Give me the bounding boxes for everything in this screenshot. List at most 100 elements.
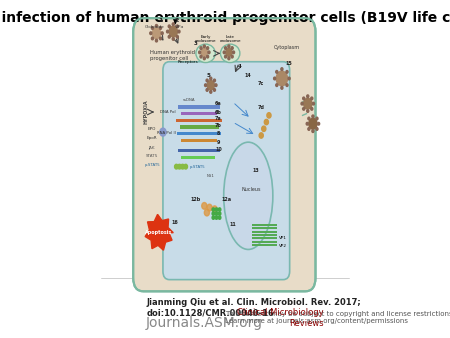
Circle shape — [150, 32, 152, 34]
Bar — [180, 125, 219, 129]
Circle shape — [203, 45, 205, 48]
Text: 11: 11 — [230, 222, 236, 227]
Circle shape — [204, 209, 210, 216]
Circle shape — [210, 91, 212, 93]
Text: Human erythroid
progenitor cell: Human erythroid progenitor cell — [150, 50, 195, 61]
Text: HYPOXIA: HYPOXIA — [144, 100, 149, 124]
Text: 2: 2 — [175, 18, 180, 23]
Text: Receptors: Receptors — [177, 61, 198, 65]
Text: RNA Pol II: RNA Pol II — [157, 131, 176, 135]
Circle shape — [262, 126, 266, 131]
Text: 12a: 12a — [221, 197, 231, 202]
Circle shape — [308, 117, 310, 120]
Circle shape — [168, 35, 170, 38]
Circle shape — [151, 27, 153, 29]
Text: p-STAT5: p-STAT5 — [190, 165, 206, 169]
Circle shape — [307, 95, 309, 98]
Text: 7b: 7b — [215, 123, 222, 128]
Text: Nucleus: Nucleus — [241, 187, 261, 192]
Bar — [179, 105, 220, 108]
Circle shape — [161, 32, 163, 34]
FancyBboxPatch shape — [133, 18, 315, 291]
Circle shape — [311, 107, 313, 110]
Circle shape — [184, 164, 188, 169]
Circle shape — [203, 57, 205, 60]
Circle shape — [210, 77, 212, 80]
Text: STAT5: STAT5 — [146, 154, 158, 158]
Circle shape — [316, 128, 318, 130]
Bar — [181, 155, 215, 159]
Circle shape — [160, 128, 166, 136]
Circle shape — [206, 89, 208, 91]
Circle shape — [312, 130, 314, 132]
Circle shape — [213, 89, 216, 91]
Circle shape — [281, 68, 283, 70]
Circle shape — [175, 164, 178, 169]
Text: 12b: 12b — [190, 197, 200, 202]
Circle shape — [207, 55, 209, 58]
Circle shape — [159, 37, 162, 40]
Text: 5: 5 — [206, 73, 210, 78]
Text: EPO: EPO — [148, 127, 156, 131]
Circle shape — [316, 117, 318, 120]
Circle shape — [286, 84, 288, 87]
Circle shape — [208, 51, 210, 54]
Circle shape — [178, 30, 180, 33]
Circle shape — [231, 55, 233, 58]
Text: Cytoplasm: Cytoplasm — [274, 45, 300, 50]
Circle shape — [153, 28, 161, 39]
Bar — [181, 112, 217, 115]
Circle shape — [166, 30, 169, 33]
Circle shape — [301, 102, 303, 105]
Circle shape — [212, 208, 215, 211]
Circle shape — [318, 122, 320, 125]
Circle shape — [198, 51, 201, 54]
Text: 8: 8 — [217, 131, 220, 137]
Bar — [252, 224, 277, 226]
Circle shape — [264, 119, 269, 125]
Text: Early
endosome: Early endosome — [195, 35, 216, 43]
Circle shape — [181, 164, 184, 169]
Circle shape — [274, 77, 276, 80]
Circle shape — [172, 23, 174, 26]
Circle shape — [225, 47, 227, 49]
Text: B19V infection of human erythroid progenitor cells (B19V life cycle).: B19V infection of human erythroid progen… — [0, 11, 450, 25]
Circle shape — [304, 98, 312, 109]
Circle shape — [159, 27, 162, 29]
Circle shape — [215, 208, 218, 211]
Text: 16: 16 — [171, 220, 178, 225]
Circle shape — [231, 47, 233, 49]
Ellipse shape — [224, 142, 273, 249]
Text: ssDNA: ssDNA — [182, 98, 195, 102]
Circle shape — [207, 80, 214, 90]
Polygon shape — [145, 214, 173, 250]
Circle shape — [169, 26, 177, 37]
Circle shape — [207, 204, 212, 211]
Circle shape — [259, 133, 263, 138]
Circle shape — [312, 102, 315, 105]
Circle shape — [228, 57, 230, 60]
Text: Clinical Microbiology
Reviews: Clinical Microbiology Reviews — [237, 308, 323, 328]
Text: JAK: JAK — [148, 146, 155, 150]
Circle shape — [307, 110, 309, 112]
Circle shape — [155, 25, 158, 27]
Text: 1: 1 — [159, 18, 163, 23]
Text: Journals.ASM.org: Journals.ASM.org — [146, 316, 263, 330]
Circle shape — [218, 216, 221, 219]
Bar — [252, 234, 277, 236]
Text: 3: 3 — [194, 41, 198, 46]
Circle shape — [218, 208, 221, 211]
Text: 15: 15 — [285, 61, 292, 66]
Circle shape — [276, 71, 288, 86]
Bar — [252, 227, 277, 230]
Text: p-STAT5: p-STAT5 — [144, 163, 160, 167]
Text: Late
endosome: Late endosome — [220, 35, 241, 43]
Text: This content may be subject to copyright and license restrictions.
Learn more at: This content may be subject to copyright… — [225, 312, 450, 324]
Circle shape — [151, 37, 153, 40]
Ellipse shape — [220, 44, 240, 63]
Bar — [252, 241, 277, 243]
Circle shape — [267, 113, 271, 118]
Circle shape — [311, 97, 313, 100]
Text: 7a: 7a — [215, 116, 222, 121]
Bar — [181, 139, 217, 142]
